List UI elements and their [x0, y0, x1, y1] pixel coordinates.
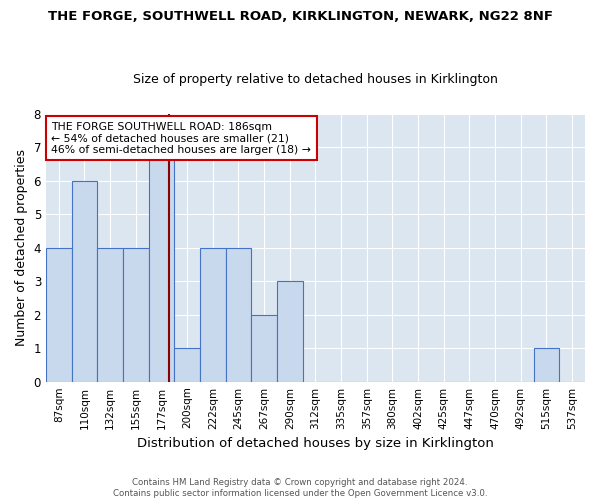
Text: THE FORGE SOUTHWELL ROAD: 186sqm
← 54% of detached houses are smaller (21)
46% o: THE FORGE SOUTHWELL ROAD: 186sqm ← 54% o…	[52, 122, 311, 155]
Text: Contains HM Land Registry data © Crown copyright and database right 2024.
Contai: Contains HM Land Registry data © Crown c…	[113, 478, 487, 498]
X-axis label: Distribution of detached houses by size in Kirklington: Distribution of detached houses by size …	[137, 437, 494, 450]
Bar	[46, 248, 71, 382]
Title: Size of property relative to detached houses in Kirklington: Size of property relative to detached ho…	[133, 73, 498, 86]
Bar	[97, 248, 123, 382]
Bar	[123, 248, 149, 382]
Bar	[251, 314, 277, 382]
Bar	[533, 348, 559, 382]
Bar	[149, 147, 174, 382]
Bar	[174, 348, 200, 382]
Bar	[277, 281, 302, 382]
Bar	[71, 180, 97, 382]
Y-axis label: Number of detached properties: Number of detached properties	[15, 149, 28, 346]
Bar	[226, 248, 251, 382]
Text: THE FORGE, SOUTHWELL ROAD, KIRKLINGTON, NEWARK, NG22 8NF: THE FORGE, SOUTHWELL ROAD, KIRKLINGTON, …	[47, 10, 553, 23]
Bar	[200, 248, 226, 382]
